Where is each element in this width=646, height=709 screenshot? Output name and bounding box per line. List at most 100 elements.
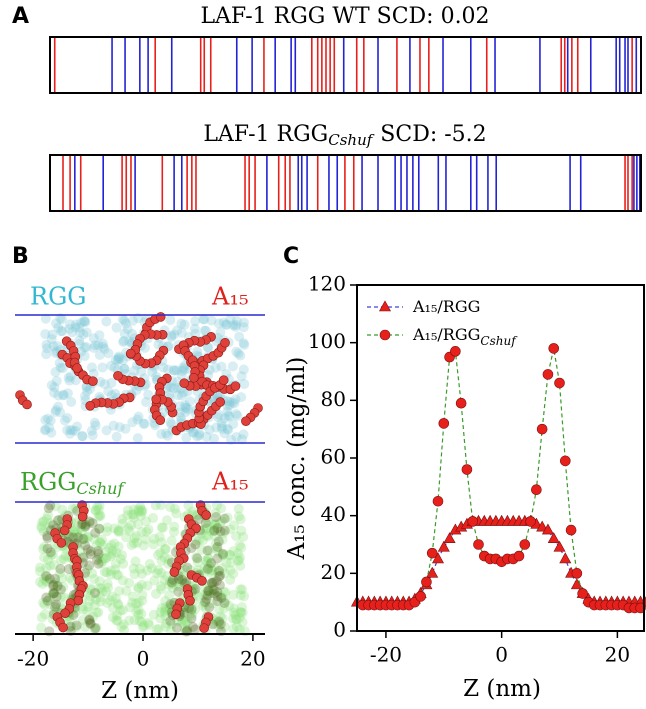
protein-bead (141, 526, 152, 537)
protein-bead (50, 573, 61, 584)
protein-bead (111, 615, 122, 626)
protein-bead (197, 589, 208, 600)
protein-bead (137, 506, 148, 517)
protein-bead (110, 388, 121, 399)
protein-bead (172, 622, 183, 633)
protein-bead (166, 382, 177, 393)
protein-bead (45, 500, 56, 511)
protein-bead (192, 346, 203, 357)
protein-bead (215, 619, 226, 630)
protein-bead (82, 544, 93, 555)
protein-bead (212, 586, 223, 597)
plot-frame (356, 284, 645, 632)
protein-bead (190, 328, 201, 339)
protein-bead (133, 411, 144, 422)
protein-bead (201, 523, 212, 534)
protein-bead (106, 377, 117, 388)
data-point (542, 369, 554, 380)
protein-bead (210, 508, 221, 519)
protein-bead (221, 557, 232, 568)
protein-bead (95, 537, 106, 548)
protein-bead (235, 514, 246, 525)
protein-bead (168, 383, 179, 394)
protein-bead (187, 506, 198, 517)
protein-bead (230, 614, 241, 625)
protein-bead (41, 339, 52, 350)
protein-bead (238, 322, 249, 333)
protein-bead (96, 534, 107, 545)
protein-bead (238, 338, 249, 349)
protein-bead (57, 573, 68, 584)
protein-bead (231, 531, 242, 542)
protein-bead (229, 520, 240, 531)
protein-bead (182, 616, 193, 627)
protein-bead (51, 591, 62, 602)
protein-bead (206, 558, 217, 569)
protein-bead (172, 325, 183, 336)
protein-bead (176, 390, 187, 401)
protein-bead (164, 590, 175, 601)
protein-bead (95, 592, 106, 603)
protein-bead (111, 547, 122, 558)
protein-bead (94, 330, 105, 341)
protein-bead (228, 589, 239, 600)
protein-bead (132, 537, 143, 548)
protein-bead (49, 382, 60, 393)
protein-bead (139, 342, 150, 353)
protein-bead (94, 582, 105, 593)
protein-bead (206, 577, 217, 588)
protein-bead (62, 388, 73, 399)
protein-bead (48, 520, 59, 531)
protein-bead (202, 564, 213, 575)
protein-bead (87, 518, 98, 529)
protein-bead (162, 364, 173, 375)
protein-bead (200, 603, 211, 614)
protein-bead (112, 598, 123, 609)
a15-bead (185, 595, 195, 606)
protein-bead (139, 418, 150, 429)
protein-bead (119, 315, 130, 326)
protein-bead (80, 316, 91, 327)
protein-bead (180, 624, 191, 635)
protein-bead (212, 523, 223, 534)
protein-bead (176, 617, 187, 628)
protein-bead (218, 550, 229, 561)
protein-bead (114, 586, 125, 597)
protein-bead (93, 504, 104, 515)
protein-bead (71, 527, 82, 538)
protein-bead (36, 612, 47, 623)
protein-bead (71, 620, 82, 631)
data-point (536, 520, 549, 532)
data-point (443, 532, 456, 544)
protein-bead (197, 535, 208, 546)
protein-bead (236, 542, 247, 553)
protein-bead (97, 556, 108, 567)
protein-bead (110, 355, 121, 366)
protein-bead (220, 595, 231, 606)
protein-bead (194, 430, 205, 441)
protein-bead (200, 517, 211, 528)
protein-bead (105, 569, 116, 580)
protein-bead (143, 619, 154, 630)
protein-bead (177, 365, 188, 376)
protein-bead (161, 428, 172, 439)
protein-bead (187, 609, 198, 620)
protein-bead (177, 574, 188, 585)
protein-bead (235, 607, 246, 618)
protein-bead (41, 577, 52, 588)
protein-bead (84, 517, 95, 528)
protein-bead (219, 428, 230, 439)
protein-bead (42, 571, 53, 582)
protein-bead (178, 570, 189, 581)
protein-bead (230, 394, 241, 405)
snapshot-label: A₁₅ (211, 468, 249, 496)
protein-bead (178, 362, 189, 373)
protein-bead (222, 400, 233, 411)
protein-bead (122, 505, 133, 516)
protein-bead (105, 565, 116, 576)
protein-bead (60, 550, 71, 561)
protein-bead (86, 568, 97, 579)
protein-bead (112, 615, 123, 626)
protein-bead (173, 574, 184, 585)
protein-bead (203, 553, 214, 564)
